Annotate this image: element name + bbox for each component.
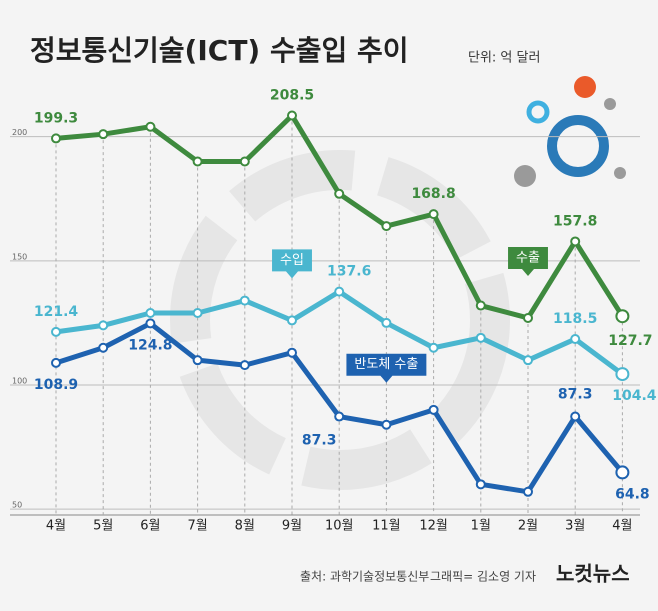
value-label: 124.8 xyxy=(128,337,172,353)
value-label: 87.3 xyxy=(302,433,337,449)
decor-dot xyxy=(526,100,550,124)
decor-ring xyxy=(547,115,609,177)
x-tick-label: 3월 xyxy=(565,519,585,534)
data-point xyxy=(428,209,439,220)
legend-label: 수출 xyxy=(516,250,540,265)
chart-subtitle: 단위: 억 달러 xyxy=(468,51,540,66)
decor-dot xyxy=(604,98,616,110)
data-point xyxy=(615,367,630,382)
data-point xyxy=(287,110,297,121)
value-label: 118.5 xyxy=(553,311,597,327)
data-point xyxy=(145,307,156,318)
value-label: 208.5 xyxy=(270,88,314,104)
x-tick-label: 2월 xyxy=(518,519,538,534)
data-point xyxy=(287,315,297,326)
data-point xyxy=(428,342,439,353)
data-point xyxy=(334,286,345,297)
value-label: 121.4 xyxy=(34,304,79,320)
data-point xyxy=(570,236,581,247)
legend-callout xyxy=(272,249,312,279)
decor-ring xyxy=(170,150,510,490)
data-point xyxy=(523,312,533,323)
data-point xyxy=(334,411,345,422)
data-point xyxy=(145,318,156,329)
value-label: 127.7 xyxy=(608,333,652,349)
data-point xyxy=(334,188,345,199)
source: 출처: 과학기술정보통신부 xyxy=(300,570,429,584)
data-point xyxy=(51,133,61,144)
x-tick-label: 1월 xyxy=(471,519,491,534)
data-point xyxy=(51,326,61,337)
data-point xyxy=(239,360,250,371)
decor-dot xyxy=(614,167,626,179)
value-label: 157.8 xyxy=(553,213,597,229)
y-tick-label: 200 xyxy=(12,128,27,137)
data-point xyxy=(192,156,203,167)
data-point xyxy=(51,357,61,368)
credit: 그래픽= 김소영 기자 xyxy=(430,570,536,584)
x-tick-label: 5월 xyxy=(93,519,113,534)
data-point xyxy=(98,129,109,140)
value-label: 108.9 xyxy=(34,377,78,393)
x-tick-label: 11월 xyxy=(372,519,401,534)
legend-callout xyxy=(346,353,427,383)
logo: 노컷뉴스 xyxy=(556,562,630,586)
data-point xyxy=(287,347,297,358)
legend-label: 반도체 수출 xyxy=(354,357,418,372)
x-tick-label: 6월 xyxy=(140,519,160,534)
value-label: 168.8 xyxy=(411,186,455,202)
value-label: 64.8 xyxy=(615,486,650,502)
x-tick-label: 9월 xyxy=(282,519,302,534)
data-point xyxy=(523,486,533,497)
data-point xyxy=(192,307,203,318)
data-point xyxy=(145,121,156,132)
data-point xyxy=(381,419,392,430)
x-tick-label: 10월 xyxy=(325,519,354,534)
x-tick-label: 4월 xyxy=(46,519,66,534)
data-point xyxy=(98,342,109,353)
chart-title: 정보통신기술(ICT) 수출입 추이 xyxy=(30,34,409,67)
data-point xyxy=(239,156,250,167)
data-point xyxy=(475,300,486,311)
data-point xyxy=(475,479,486,490)
value-label: 199.3 xyxy=(34,110,78,126)
y-tick-label: 150 xyxy=(12,252,27,261)
y-tick-label: 50 xyxy=(12,501,22,510)
legend-callout xyxy=(508,246,548,276)
data-point xyxy=(475,332,486,343)
x-tick-label: 4월 xyxy=(612,519,632,534)
data-point xyxy=(239,295,250,306)
data-point xyxy=(570,411,581,422)
decor-dot xyxy=(574,76,596,98)
data-point xyxy=(381,221,392,232)
legend-label: 수입 xyxy=(280,253,304,268)
data-point xyxy=(428,404,439,415)
data-point xyxy=(615,309,630,324)
decor-dot xyxy=(514,165,536,187)
data-point xyxy=(192,355,203,366)
data-point xyxy=(570,334,581,345)
value-label: 104.4 xyxy=(612,388,657,404)
value-label: 87.3 xyxy=(558,387,593,403)
x-tick-label: 7월 xyxy=(187,519,207,534)
y-tick-label: 100 xyxy=(12,377,27,386)
data-point xyxy=(615,465,630,480)
data-point xyxy=(98,320,109,331)
value-label: 137.6 xyxy=(327,264,371,280)
data-point xyxy=(523,355,533,366)
data-point xyxy=(381,317,392,328)
x-tick-label: 8월 xyxy=(235,519,255,534)
x-tick-label: 12월 xyxy=(419,519,448,534)
